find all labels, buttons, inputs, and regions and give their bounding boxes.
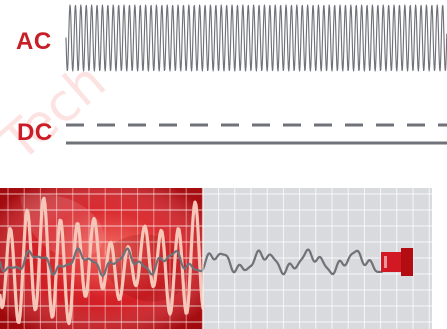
ac-waveform <box>65 4 447 72</box>
dc-lines <box>66 123 447 145</box>
display-right-gap <box>432 188 447 329</box>
plug-highlight <box>384 256 387 268</box>
dc-label: DC <box>17 119 53 146</box>
ac-sine-wave <box>65 4 447 72</box>
oscilloscope-panel <box>0 188 447 329</box>
plug-icon <box>381 248 413 276</box>
gray-signal-trace <box>0 247 394 277</box>
plug-head <box>401 248 413 276</box>
ac-label: AC <box>16 28 52 55</box>
light-oscillation-trace <box>0 196 205 326</box>
